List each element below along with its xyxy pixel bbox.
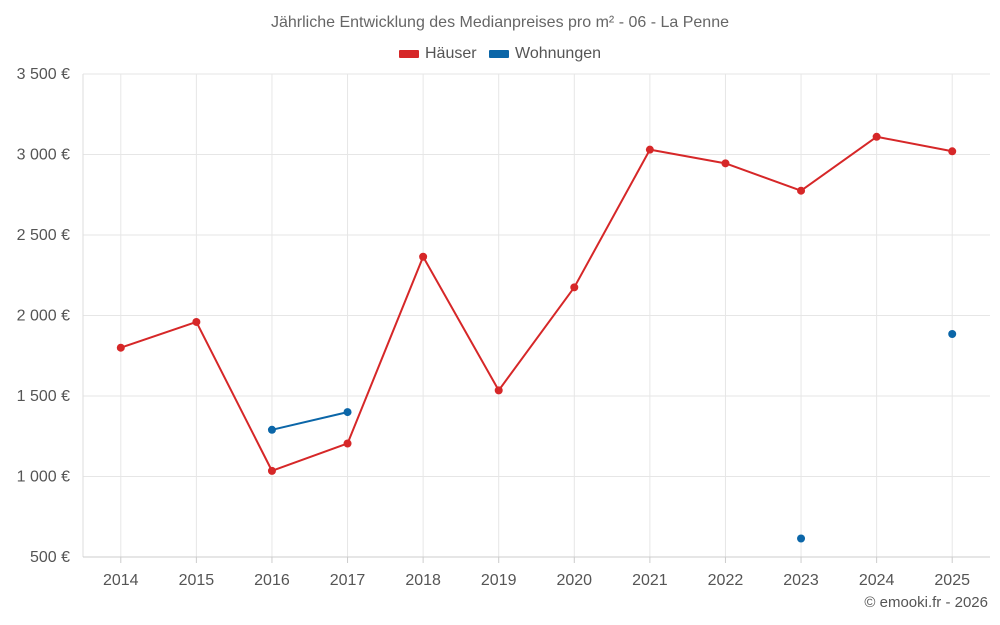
x-tick-label: 2022 <box>708 572 744 589</box>
legend-swatch-wohnungen <box>489 50 510 58</box>
x-tick-label: 2023 <box>783 572 819 589</box>
data-point-haeuser[interactable] <box>797 186 806 195</box>
data-point-wohnungen[interactable] <box>797 534 806 543</box>
legend-item-haeuser[interactable]: Häuser <box>398 45 477 63</box>
data-point-haeuser[interactable] <box>343 439 352 448</box>
x-tick-label: 2017 <box>330 572 366 589</box>
data-point-haeuser[interactable] <box>872 132 881 141</box>
legend: Häuser Wohnungen <box>0 45 1000 63</box>
data-point-haeuser[interactable] <box>192 317 201 326</box>
data-point-wohnungen[interactable] <box>343 408 352 417</box>
x-tick-label: 2015 <box>179 572 215 589</box>
y-tick-label: 500 € <box>30 549 70 566</box>
copyright-credit: © emooki.fr - 2026 <box>864 594 988 611</box>
y-tick-label: 2 000 € <box>17 308 70 325</box>
x-tick-label: 2025 <box>934 572 970 589</box>
x-tick-label: 2016 <box>254 572 290 589</box>
x-tick-label: 2019 <box>481 572 517 589</box>
y-tick-label: 1 000 € <box>17 469 70 486</box>
data-point-haeuser[interactable] <box>645 145 654 154</box>
x-tick-label: 2021 <box>632 572 668 589</box>
legend-item-wohnungen[interactable]: Wohnungen <box>489 45 601 63</box>
x-tick-label: 2020 <box>556 572 592 589</box>
chart-title: Jährliche Entwicklung des Medianpreises … <box>270 14 729 31</box>
data-point-haeuser[interactable] <box>721 159 730 168</box>
data-point-haeuser[interactable] <box>116 343 125 352</box>
series-line-wohnungen <box>271 411 348 431</box>
legend-swatch-haeuser <box>398 50 419 58</box>
data-point-wohnungen[interactable] <box>948 330 957 339</box>
y-tick-label: 3 500 € <box>17 66 70 83</box>
x-tick-label: 2018 <box>405 572 441 589</box>
series-line-haeuser <box>120 135 953 472</box>
data-point-haeuser[interactable] <box>267 466 276 475</box>
x-tick-label: 2014 <box>103 572 139 589</box>
y-tick-label: 3 000 € <box>17 147 70 164</box>
data-point-haeuser[interactable] <box>570 283 579 292</box>
x-tick-label: 2024 <box>859 572 895 589</box>
legend-label-wohnungen: Wohnungen <box>515 45 602 62</box>
y-tick-label: 2 500 € <box>17 227 70 244</box>
data-point-haeuser[interactable] <box>948 147 957 156</box>
y-tick-label: 1 500 € <box>17 388 70 405</box>
data-point-wohnungen[interactable] <box>267 425 276 434</box>
data-point-haeuser[interactable] <box>494 386 503 395</box>
legend-label-haeuser: Häuser <box>424 45 477 62</box>
data-point-haeuser[interactable] <box>419 252 428 261</box>
